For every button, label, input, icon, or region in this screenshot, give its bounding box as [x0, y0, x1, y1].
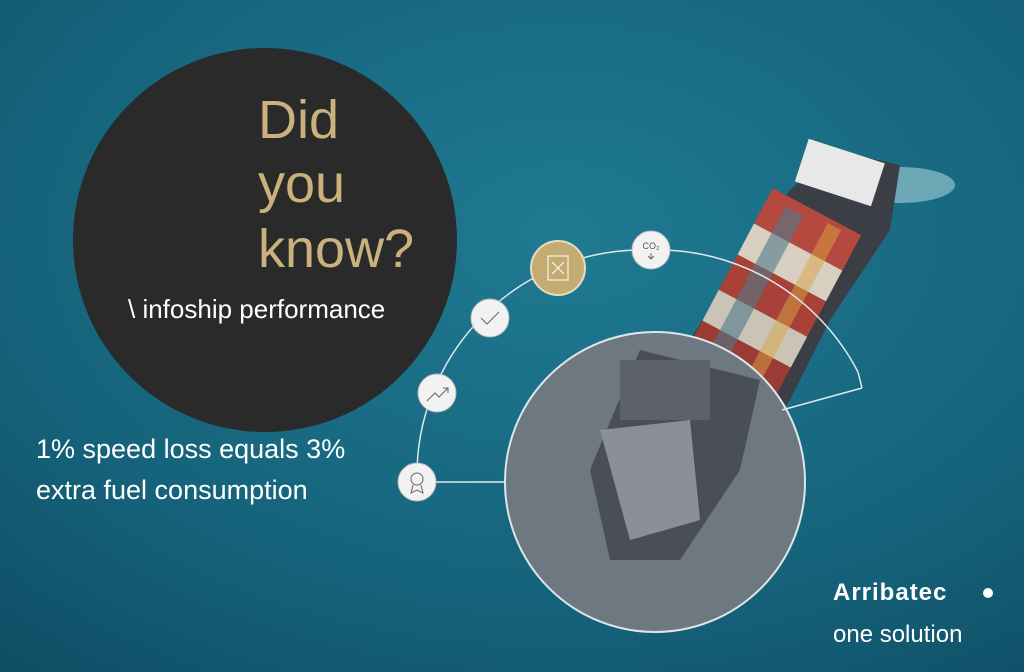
- co2-label: CO₂: [643, 241, 661, 251]
- icon-check: [470, 298, 510, 338]
- icon-award: [397, 462, 437, 502]
- headline-circle: [73, 48, 457, 432]
- icon-trend: [417, 373, 457, 413]
- headline-line: know?: [258, 219, 414, 279]
- brand-dot: [983, 588, 993, 598]
- icon-fuel: [530, 240, 586, 296]
- headline-line: Did: [258, 90, 339, 150]
- tagline: \ infoship performance: [128, 294, 385, 324]
- brand-name: Arribatec: [833, 579, 947, 606]
- brand-slogan: one solution: [833, 621, 962, 648]
- icon-co2: CO₂: [631, 230, 671, 270]
- headline-line: you: [258, 154, 345, 214]
- magnifier-lens: [504, 331, 806, 633]
- fact-line: extra fuel consumption: [36, 475, 308, 505]
- fact-line: 1% speed loss equals 3%: [36, 434, 345, 464]
